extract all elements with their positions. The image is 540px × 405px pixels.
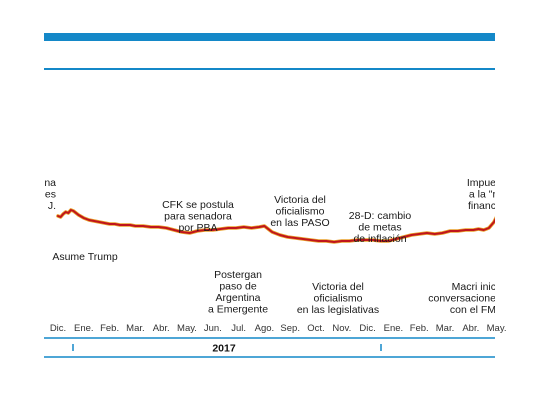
annotation-line: a la "r [469, 189, 497, 201]
annotation-line: a Emergente [208, 304, 268, 316]
month-label: Jul. [231, 323, 246, 334]
header-rule [44, 68, 495, 70]
annotation-line: en las legislativas [297, 304, 379, 316]
ann-28d: 28-D: cambio de metas de inflación [349, 210, 412, 245]
month-label: Dic. [359, 323, 375, 334]
month-label: Nov. [332, 323, 351, 334]
ann-trump: Asume Trump [52, 251, 118, 263]
annotation-line: de metas [358, 222, 401, 234]
annotation-line: CFK se postula [162, 199, 234, 211]
annotation-line: 28-D: cambio [349, 210, 412, 222]
annotation-line: Postergan [214, 269, 262, 281]
annotation-line: J. [48, 200, 56, 212]
month-label: Ene. [384, 323, 404, 334]
ann-cfk: CFK se postula para senadora por PBA [162, 199, 234, 234]
year-label: 2017 [212, 343, 236, 355]
annotation-line: financ [468, 200, 496, 212]
month-label: Oct. [307, 323, 324, 334]
ann-left-cut: na es J. [44, 177, 56, 212]
annotation-line: paso de [219, 281, 257, 293]
annotation-line: Asume Trump [52, 251, 118, 263]
month-label: Mar. [436, 323, 454, 334]
annotation-line: para senadora [164, 211, 232, 223]
month-labels: Dic. Ene. Feb. Mar. Abr. May. Jun. Jul. Ago. Sep.… [50, 323, 507, 334]
month-label: Dic. [50, 323, 66, 334]
annotation-line: de inflación [353, 233, 406, 245]
annotation-line: conversacione [428, 293, 496, 305]
annotation-line: Macri inic [452, 281, 496, 293]
month-label: Mar. [126, 323, 144, 334]
month-label: Jun. [204, 323, 222, 334]
month-label: Ene. [74, 323, 94, 334]
annotation-line: oficialismo [313, 293, 362, 305]
series-line [57, 209, 495, 243]
month-label: Feb. [100, 323, 119, 334]
annotation-line: Argentina [216, 292, 261, 304]
annotation-line: en las PASO [270, 217, 329, 229]
ann-legislativas: Victoria del oficialismo en las legislativ… [297, 281, 379, 316]
annotation-line: Victoria del [312, 281, 364, 293]
annotations: na es J. Asume Trump CFK se postula para sena… [44, 177, 497, 316]
month-label: May. [487, 323, 507, 334]
annotation-line: oficialismo [275, 206, 324, 218]
ann-macri: Macri inic conversacione con el FM [428, 281, 496, 316]
annotation-line: por PBA [178, 222, 217, 234]
annotation-line: Victoria del [274, 194, 326, 206]
ann-postergan: Postergan paso de Argentina a Emergente [208, 269, 268, 316]
top-accent-bar [44, 33, 495, 41]
annotation-line: Impue [467, 177, 496, 189]
annotation-line: es [45, 189, 56, 201]
month-label: Abr. [462, 323, 479, 334]
month-label: May. [177, 323, 197, 334]
ann-paso: Victoria del oficialismo en las PASO [270, 194, 329, 229]
month-label: Feb. [410, 323, 429, 334]
ann-impuesto: Impue a la "r financ [467, 177, 497, 212]
month-label: Abr. [153, 323, 170, 334]
annotation-line: na [44, 177, 56, 189]
month-label: Ago. [255, 323, 275, 334]
month-label: Sep. [280, 323, 300, 334]
annotation-line: con el FM [450, 304, 496, 316]
